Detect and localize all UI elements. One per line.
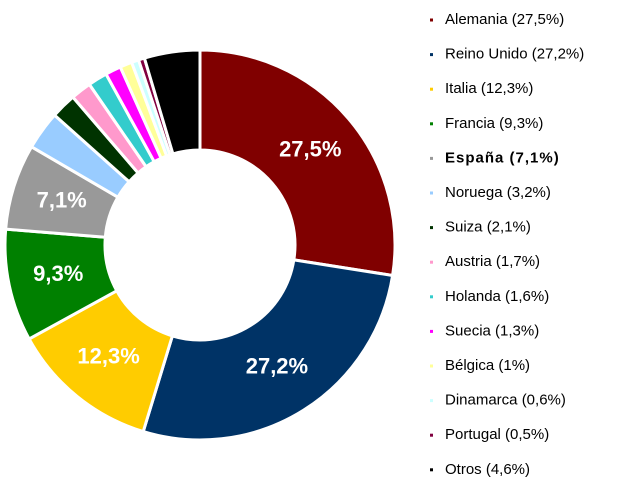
legend-label: Italia (12,3%) xyxy=(445,80,533,97)
legend-swatch xyxy=(430,156,433,160)
legend-swatch xyxy=(430,191,433,195)
legend-swatch xyxy=(430,399,433,403)
legend-swatch xyxy=(430,226,433,230)
legend-swatch xyxy=(430,433,433,437)
legend-label: Reino Unido (27,2%) xyxy=(445,46,584,63)
donut-slice xyxy=(198,48,397,278)
legend-label: Dinamarca (0,6%) xyxy=(445,392,566,409)
legend-swatch xyxy=(430,260,433,264)
donut-slice xyxy=(141,258,395,442)
legend-label: Bélgica (1%) xyxy=(445,357,530,374)
legend-label: Alemania (27,5%) xyxy=(445,11,564,28)
legend-swatch xyxy=(430,468,433,472)
slice-label: 9,3% xyxy=(33,261,83,286)
legend-label: Suecia (1,3%) xyxy=(445,322,539,339)
legend-label: Otros (4,6%) xyxy=(445,461,530,478)
slice-label: 27,2% xyxy=(246,354,308,379)
legend-label: España (7,1%) xyxy=(445,149,560,166)
legend-swatch xyxy=(430,87,433,91)
slice-label: 7,1% xyxy=(37,187,87,212)
legend-label: Suiza (2,1%) xyxy=(445,219,531,236)
legend-label: Portugal (0,5%) xyxy=(445,426,549,443)
slice-label: 27,5% xyxy=(279,137,341,162)
donut-slice xyxy=(142,48,202,156)
legend-swatch xyxy=(430,18,433,22)
legend-swatch xyxy=(430,53,433,57)
slice-label: 12,3% xyxy=(77,343,139,368)
legend-swatch xyxy=(430,295,433,299)
legend-label: Holanda (1,6%) xyxy=(445,288,549,305)
legend-label: Austria (1,7%) xyxy=(445,253,540,270)
legend-swatch xyxy=(430,329,433,333)
legend-swatch xyxy=(430,364,433,368)
legend-swatch xyxy=(430,122,433,126)
legend-label: Noruega (3,2%) xyxy=(445,184,551,201)
legend-label: Francia (9,3%) xyxy=(445,115,543,132)
